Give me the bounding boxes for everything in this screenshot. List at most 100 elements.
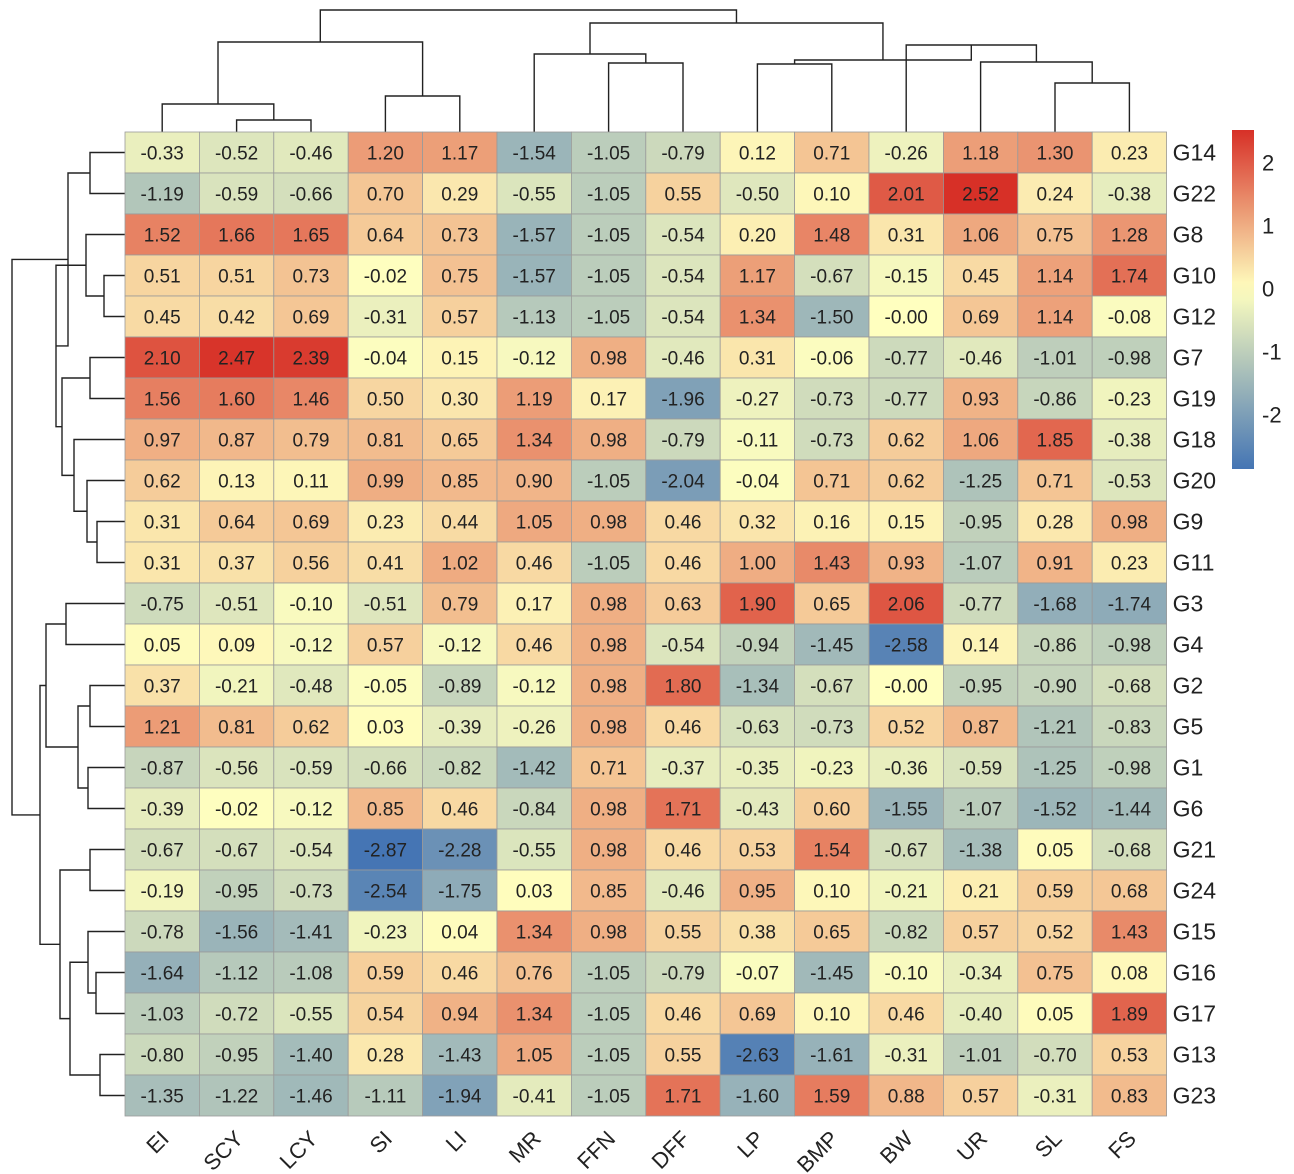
cell-rect — [1017, 254, 1093, 297]
cell-value: -0.12 — [513, 349, 556, 370]
dendrogram-branch — [96, 520, 125, 564]
cell-value: 0.53 — [1111, 1046, 1148, 1067]
cell-value: -0.56 — [215, 759, 258, 780]
cell-rect — [794, 377, 870, 420]
heatmap-cell: -0.21 — [198, 664, 275, 707]
cell-rect — [943, 664, 1019, 707]
cell-value: 0.88 — [888, 1087, 925, 1108]
cell-rect — [1091, 336, 1167, 379]
cell-rect — [422, 746, 498, 789]
cell-value: -1.25 — [1033, 759, 1076, 780]
row-label: G22 — [1173, 181, 1216, 207]
dendrogram-branch — [95, 971, 125, 1015]
cell-value: -1.45 — [810, 636, 853, 657]
cell-rect — [571, 869, 647, 912]
cell-rect — [571, 705, 647, 748]
heatmap-cell: -0.77 — [868, 336, 944, 379]
heatmap-cell: -0.46 — [273, 131, 349, 174]
cell-rect — [496, 992, 572, 1035]
heatmap-cell: -0.00 — [868, 295, 944, 338]
cell-value: 1.18 — [962, 144, 999, 165]
cell-rect — [347, 1074, 424, 1117]
heatmap-cell: -0.46 — [645, 336, 721, 379]
heatmap-cell: -0.67 — [794, 664, 870, 707]
cell-value: -0.46 — [661, 882, 704, 903]
cell-rect — [571, 377, 647, 420]
cell-value: -0.00 — [885, 677, 928, 698]
cell-value: 0.45 — [144, 308, 181, 329]
cell-rect — [943, 705, 1019, 748]
cell-value: 0.55 — [665, 185, 702, 206]
heatmap-cell: -1.35 — [124, 1074, 200, 1117]
cell-value: 0.73 — [293, 267, 330, 288]
cell-value: -0.77 — [885, 349, 928, 370]
heatmap-cell: -0.98 — [1091, 623, 1167, 666]
cell-value: -0.02 — [364, 267, 407, 288]
cell-rect — [868, 213, 944, 256]
cell-rect — [1017, 910, 1093, 953]
cell-rect — [645, 377, 721, 420]
heatmap-cell: -1.75 — [422, 869, 498, 912]
cell-value: -1.60 — [736, 1087, 779, 1108]
heatmap-cell: 1.00 — [719, 541, 796, 584]
cell-rect — [645, 746, 721, 789]
heatmap-cell: -0.10 — [273, 582, 349, 625]
cell-value: 0.57 — [962, 1087, 999, 1108]
cell-value: 0.71 — [1037, 472, 1074, 493]
dendrogram-branch — [89, 848, 125, 892]
cell-rect — [571, 828, 647, 871]
cell-value: -1.11 — [364, 1087, 406, 1108]
dendrogram-branch — [87, 766, 125, 810]
cell-value: 0.65 — [813, 595, 850, 616]
cell-value: 0.75 — [441, 267, 478, 288]
cell-rect — [422, 172, 498, 215]
dendrogram-branch — [319, 9, 738, 42]
cell-value: 0.45 — [962, 267, 999, 288]
cell-rect — [198, 664, 275, 707]
cell-value: 0.68 — [1111, 882, 1148, 903]
heatmap-cell: 2.39 — [273, 336, 349, 379]
heatmap-cell: 0.59 — [347, 951, 424, 994]
cell-rect — [943, 418, 1019, 461]
cell-rect — [571, 664, 647, 707]
heatmap-cell: -0.54 — [645, 254, 721, 297]
heatmap-cell: -1.25 — [943, 459, 1019, 502]
cell-value: -1.55 — [885, 800, 928, 821]
cell-value: -0.59 — [289, 759, 332, 780]
heatmap-cell: -0.26 — [496, 705, 572, 748]
cell-value: 0.56 — [293, 554, 330, 575]
heatmap-cell: -0.51 — [198, 582, 275, 625]
heatmap-cell: 0.97 — [124, 418, 200, 461]
cell-value: -0.78 — [141, 923, 184, 944]
cell-rect — [496, 828, 572, 871]
cell-value: 0.85 — [367, 800, 404, 821]
heatmap-cell: 0.54 — [347, 992, 424, 1035]
heatmap-cell: -1.55 — [868, 787, 944, 830]
column-label: UR — [952, 1126, 992, 1166]
heatmap-cell: 0.56 — [273, 541, 349, 584]
heatmap-cell: -1.44 — [1091, 787, 1167, 830]
cell-value: 0.24 — [1037, 185, 1074, 206]
heatmap-cell: -2.04 — [645, 459, 721, 502]
heatmap-cell: -0.87 — [124, 746, 200, 789]
cell-value: -0.86 — [1033, 390, 1076, 411]
heatmap-cell: -1.05 — [571, 1074, 647, 1117]
cell-rect — [645, 1033, 721, 1076]
cell-rect — [273, 254, 349, 297]
cell-value: 0.85 — [441, 472, 478, 493]
heatmap-cell: 1.34 — [496, 992, 572, 1035]
heatmap-cell: 0.85 — [571, 869, 647, 912]
row-label: G1 — [1173, 755, 1204, 781]
cell-value: 1.71 — [665, 800, 702, 821]
cell-value: 1.20 — [367, 144, 404, 165]
row-label: G12 — [1173, 304, 1216, 330]
heatmap-cell: -1.94 — [422, 1074, 498, 1117]
cell-value: -0.70 — [1033, 1046, 1076, 1067]
heatmap-cell: -1.57 — [496, 254, 572, 297]
heatmap-cell: 1.17 — [422, 131, 498, 174]
cell-value: -0.39 — [141, 800, 184, 821]
cell-value: 1.00 — [739, 554, 776, 575]
cell-rect — [1091, 131, 1167, 174]
cell-value: -2.58 — [885, 636, 928, 657]
cell-rect — [273, 377, 349, 420]
